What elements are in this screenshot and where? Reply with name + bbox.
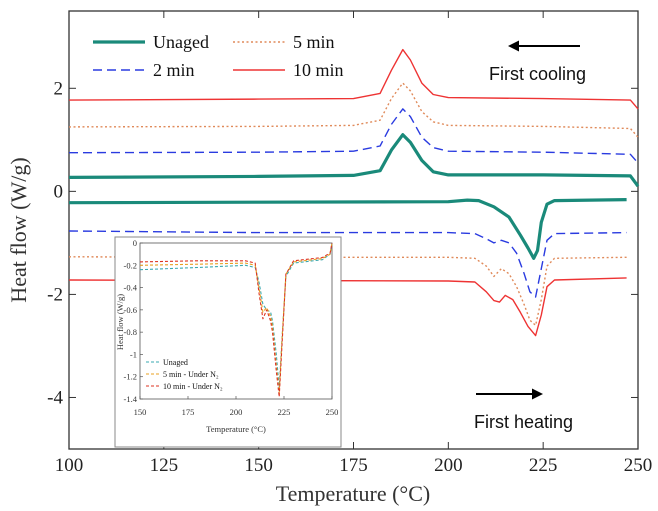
- inset-y-tick-label: -1.4: [124, 394, 138, 404]
- y-tick-label: -2: [47, 284, 63, 305]
- inset-x-tick-label: 250: [326, 407, 339, 417]
- inset-series-line-1: [139, 242, 333, 394]
- legend-label: Unaged: [153, 32, 209, 52]
- x-tick-label: 150: [244, 455, 273, 476]
- x-axis-title: Temperature (°C): [276, 481, 430, 506]
- inset-x-tick-label: 225: [278, 407, 291, 417]
- inset-legend-label: 5 min - Under N₂: [163, 370, 219, 379]
- inset-y-tick-label: -0.6: [124, 305, 137, 315]
- inset-y-tick-label: 0: [133, 238, 137, 248]
- x-tick-label: 125: [150, 455, 179, 476]
- annotation-first-heating: First heating: [474, 412, 573, 432]
- x-tick-label: 175: [339, 455, 368, 476]
- inset-series-group: [139, 242, 333, 398]
- inset-legend-label: Unaged: [163, 358, 188, 367]
- series-line-10-min-heating: [68, 277, 627, 337]
- series-line-5-min-heating: [68, 256, 627, 326]
- inset-y-axis-title: Heat flow (W/g): [115, 294, 125, 350]
- inset-x-axis-title: Temperature (°C): [206, 424, 266, 434]
- annotation-first-cooling: First cooling: [489, 64, 586, 84]
- inset-x-tick-label: 150: [134, 407, 147, 417]
- y-tick-label: -4: [47, 387, 63, 408]
- series-line-2-min-cooling: [68, 108, 639, 164]
- x-tick-label: 225: [529, 455, 558, 476]
- inset-y-tick-label: -0.4: [124, 283, 138, 293]
- inset-series-line-0: [139, 242, 333, 389]
- main-axis-ticks: 100 125 150 175 200 225 250 -4 -2 0 2: [47, 11, 652, 476]
- y-axis-title: Heat flow (W/g): [6, 157, 31, 302]
- y-tick-label: 2: [54, 78, 64, 99]
- legend-label: 2 min: [153, 60, 195, 80]
- inset-series-line-2: [139, 242, 333, 398]
- legend-label: 5 min: [293, 32, 335, 52]
- arrow-left-icon: [508, 40, 580, 52]
- inset-x-tick-label: 175: [182, 407, 195, 417]
- arrow-right-icon: [476, 388, 543, 400]
- y-tick-label: 0: [54, 181, 64, 202]
- inset-y-tick-label: -0.8: [124, 327, 137, 337]
- main-legend: Unaged 2 min 5 min 10 min: [93, 32, 344, 80]
- series-line-unaged-cooling: [68, 133, 640, 188]
- inset-axis-ticks: 150 175 200 225 250 0 -0.2 -0.4 -0.6 -0.8 -1 -1.2 -1…: [124, 238, 339, 417]
- inset-legend: Unaged 5 min - Under N₂ 10 min - Under N₂: [146, 358, 223, 391]
- inset-y-tick-label: -0.2: [124, 260, 137, 270]
- inset-legend-label: 10 min - Under N₂: [163, 382, 223, 391]
- inset-y-tick-label: -1.2: [124, 372, 137, 382]
- series-line-5-min-cooling: [68, 82, 639, 138]
- series-line-10-min-cooling: [68, 48, 639, 110]
- inset-x-tick-label: 200: [230, 407, 243, 417]
- series-line-2-min-heating: [68, 230, 627, 298]
- x-tick-label: 250: [624, 455, 653, 476]
- main-series-group: [68, 48, 640, 337]
- legend-label: 10 min: [293, 60, 344, 80]
- series-line-unaged-heating: [68, 198, 627, 260]
- inset-y-tick-label: -1: [130, 349, 137, 359]
- inset-panel: [114, 236, 342, 448]
- x-tick-label: 200: [434, 455, 463, 476]
- x-tick-label: 100: [55, 455, 84, 476]
